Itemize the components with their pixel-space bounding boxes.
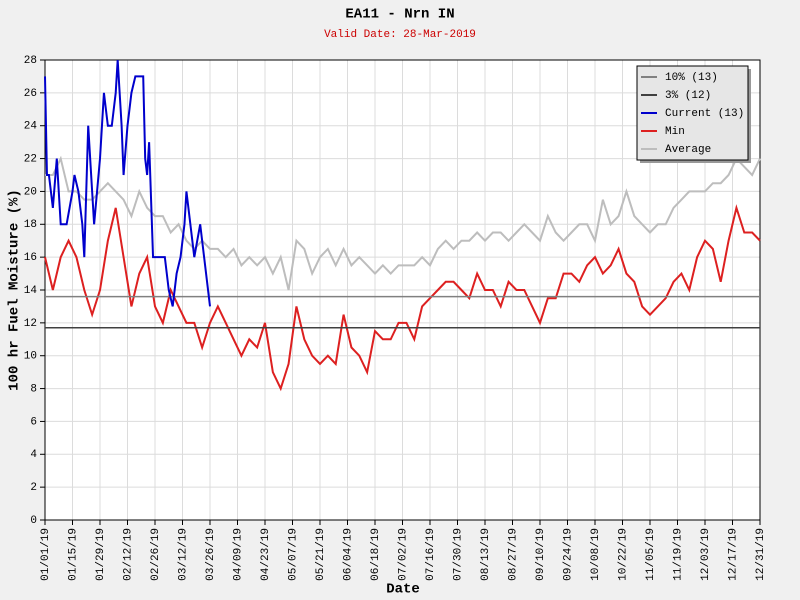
y-tick-label: 16 <box>24 252 37 264</box>
x-tick-label: 12/17/19 <box>727 528 739 581</box>
x-tick-label: 06/04/19 <box>342 528 354 581</box>
x-tick-label: 02/12/19 <box>122 528 134 581</box>
data-line <box>44 59 211 307</box>
plot-frame <box>44 59 761 521</box>
x-tick-label: 11/19/19 <box>672 528 684 581</box>
x-tick-label: 05/07/19 <box>287 528 299 581</box>
x-tick-label: 01/01/19 <box>40 528 52 581</box>
legend-label: Average <box>665 144 711 156</box>
x-axis-label: Date <box>386 582 420 598</box>
data-line <box>45 155 761 291</box>
legend: 10% (13) 3% (12) Current (13) Min Average <box>636 65 751 163</box>
legend-label: 3% (12) <box>665 90 711 102</box>
y-tick-label: 14 <box>24 285 38 297</box>
x-tick-label: 12/03/19 <box>700 528 712 581</box>
y-tick-label: 8 <box>30 383 37 395</box>
x-tick-label: 10/08/19 <box>590 528 602 581</box>
x-tick-label: 03/26/19 <box>205 528 217 581</box>
y-tick-label: 6 <box>30 416 37 428</box>
x-tick-label: 09/24/19 <box>562 528 574 581</box>
x-tick-label: 03/12/19 <box>177 528 189 581</box>
chart-title: EA11 - Nrn IN <box>345 7 454 23</box>
x-tick-label: 07/02/19 <box>397 528 409 581</box>
x-tick-label: 01/15/19 <box>67 528 79 581</box>
x-tick-label: 04/09/19 <box>232 528 244 581</box>
y-tick-label: 24 <box>24 121 38 133</box>
x-tick-label: 09/10/19 <box>535 528 547 581</box>
x-tick-label: 04/23/19 <box>260 528 272 581</box>
x-tick-label: 10/22/19 <box>617 528 629 581</box>
x-tick-label: 01/29/19 <box>95 528 107 581</box>
y-tick-label: 10 <box>24 351 37 363</box>
y-tick-label: 18 <box>24 219 37 231</box>
y-tick-label: 4 <box>30 449 37 461</box>
y-tick-label: 26 <box>24 88 37 100</box>
data-line <box>44 204 761 392</box>
y-tick-label: 12 <box>24 318 37 330</box>
x-tick-label: 05/21/19 <box>315 528 327 581</box>
y-tick-label: 20 <box>24 186 37 198</box>
x-tick-label: 08/13/19 <box>480 528 492 581</box>
x-tick-label: 11/05/19 <box>645 528 657 581</box>
y-tick-label: 0 <box>30 515 37 527</box>
legend-label: 10% (13) <box>665 72 718 84</box>
x-tick-label: 12/31/19 <box>755 528 767 581</box>
legend-label: Current (13) <box>665 108 744 120</box>
x-tick-label: 08/27/19 <box>507 528 519 581</box>
legend-label: Min <box>665 126 685 138</box>
y-tick-label: 2 <box>30 482 37 494</box>
y-tick-label: 28 <box>24 55 37 67</box>
x-tick-label: 02/26/19 <box>150 528 162 581</box>
x-tick-label: 07/30/19 <box>452 528 464 581</box>
x-tick-label: 07/16/19 <box>425 528 437 581</box>
y-tick-label: 22 <box>24 153 37 165</box>
chart-subtitle: Valid Date: 28-Mar-2019 <box>324 29 476 41</box>
y-axis-label: 100 hr Fuel Moisture (%) <box>7 189 23 391</box>
x-tick-label: 06/18/19 <box>370 528 382 581</box>
